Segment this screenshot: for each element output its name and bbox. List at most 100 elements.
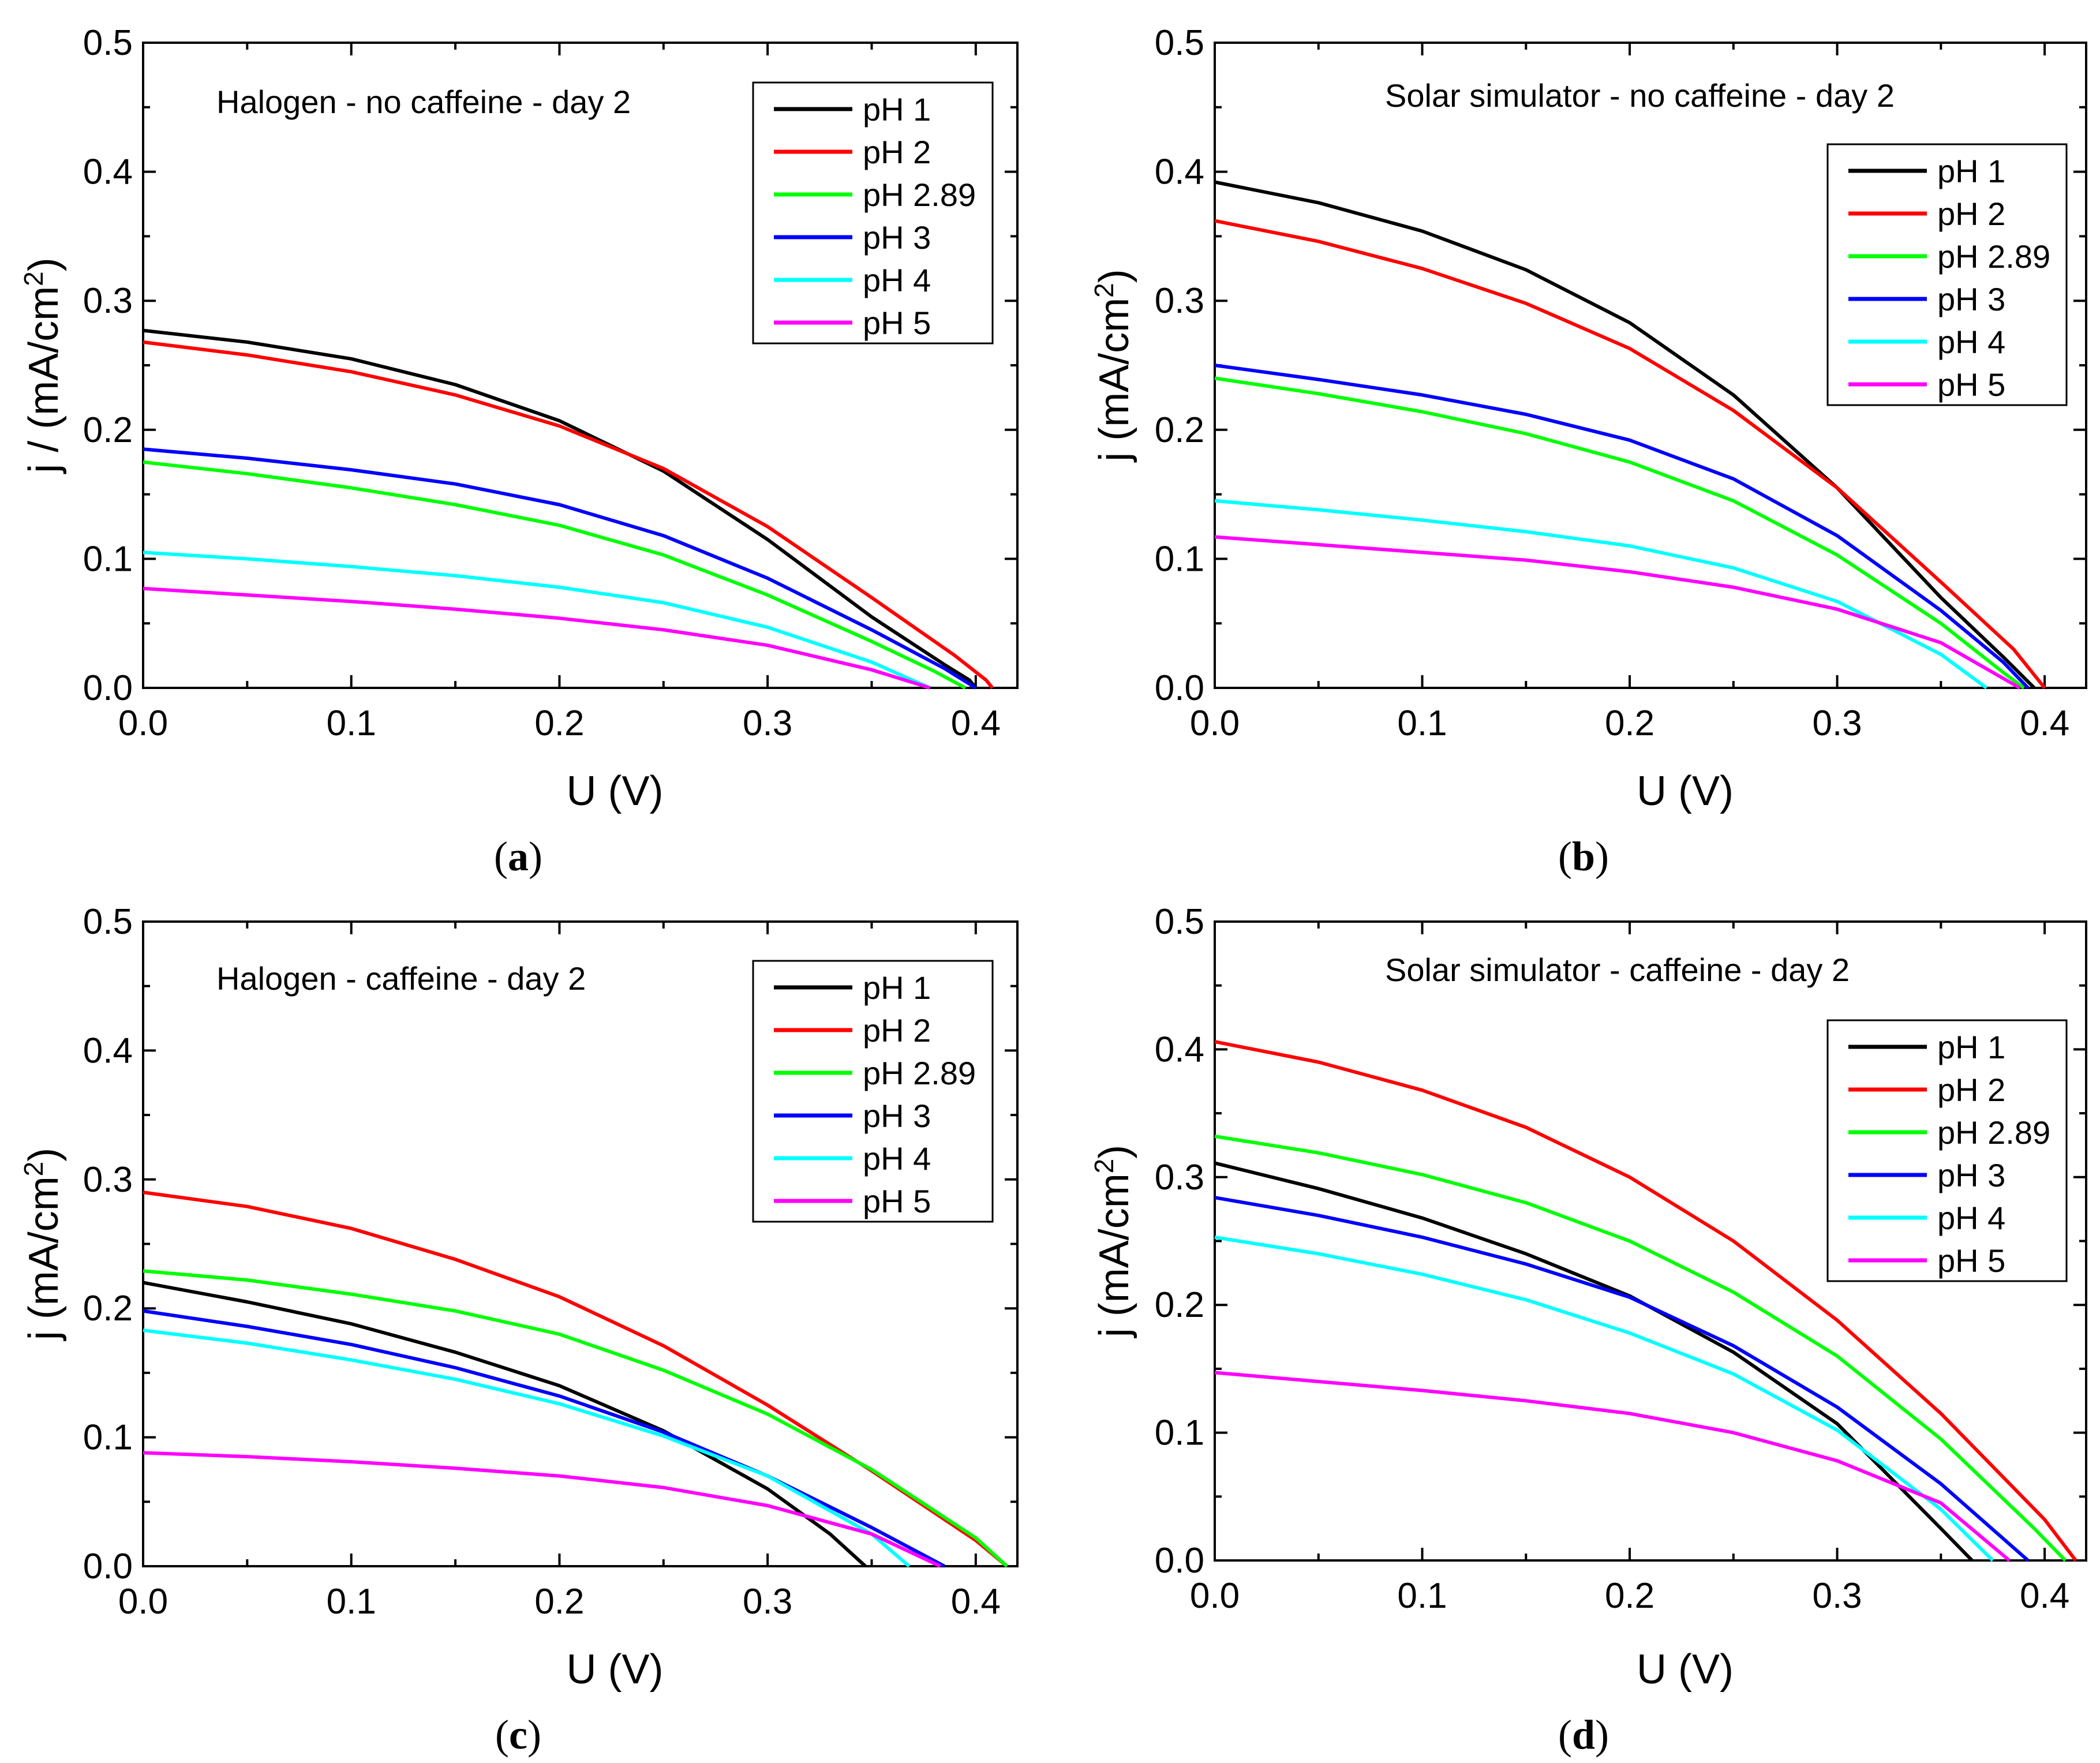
plot-title: Solar simulator - no caffeine - day 2 <box>1385 77 1895 114</box>
y-axis-title: j (mA/cm2) <box>18 1148 67 1342</box>
legend-label: pH 3 <box>1937 281 2005 317</box>
series-line-pH-2 <box>143 1191 1008 1568</box>
legend-box <box>1826 143 2068 406</box>
legend-label: pH 1 <box>1937 153 2005 189</box>
legend: pH 1 pH 2 pH 2.89 pH 3 pH 4 pH 5 <box>1826 1019 2068 1282</box>
y-axis-title: j (mA/cm2) <box>1089 269 1137 463</box>
y-tick-label: 0.1 <box>1155 539 1204 579</box>
legend: pH 1 pH 2 pH 2.89 pH 3 pH 4 pH 5 <box>752 81 994 345</box>
series-line-pH-5 <box>1214 535 2021 690</box>
x-axis-title: U (V) <box>1637 768 1734 814</box>
x-tick-label: 0.1 <box>327 1582 376 1622</box>
series-line-pH-3 <box>143 1309 946 1568</box>
x-tick-label: 0.1 <box>327 703 376 743</box>
plot-title: Solar simulator - caffeine - day 2 <box>1385 952 1850 988</box>
legend-label: pH 5 <box>1937 1242 2005 1279</box>
series-line-pH-2 <box>1214 1040 2077 1562</box>
panel-c: 0.0 0.1 0.2 0.3 0.4 0.0 0.1 0.2 0.3 0.4 0.5 U (V) j … <box>18 902 1019 1758</box>
panel-a: 0.0 0.1 0.2 0.3 0.4 0.0 0.1 0.2 0.3 0.4 0.5 U (V) j … <box>18 23 1019 879</box>
series-line-pH-3 <box>1214 364 2030 690</box>
series-line-pH-1 <box>143 1281 867 1568</box>
y-tick-label: 0.2 <box>83 1289 133 1328</box>
legend-label: pH 1 <box>863 91 931 128</box>
x-tick-label: 0.0 <box>118 1582 168 1622</box>
x-tick-label: 0.3 <box>743 1582 792 1622</box>
y-tick-label: 0.3 <box>83 281 133 321</box>
y-axis-title: j / (mA/cm2) <box>18 257 67 474</box>
legend-label: pH 2 <box>1937 1072 2005 1108</box>
legend-label: pH 3 <box>863 219 931 256</box>
series-line-pH-3 <box>1214 1196 2030 1562</box>
legend-box <box>752 960 994 1223</box>
legend-label: pH 2.89 <box>863 1055 976 1091</box>
legend-box <box>1826 1019 2068 1282</box>
series-line-pH-2_89 <box>1214 376 2025 690</box>
series-line-pH-5 <box>143 1451 941 1568</box>
series-line-pH-2 <box>1214 219 2046 689</box>
x-axis-title: U (V) <box>567 768 664 814</box>
y-tick-label: 0.4 <box>83 1031 133 1070</box>
x-tick-label: 0.3 <box>743 703 792 743</box>
x-tick-label: 0.3 <box>1812 703 1862 743</box>
legend-label: pH 2 <box>863 1012 931 1049</box>
x-tick-label: 0.4 <box>951 1582 1001 1622</box>
legend-label: pH 1 <box>1937 1029 2005 1065</box>
y-tick-label: 0.0 <box>1155 1541 1204 1581</box>
series-line-pH-2_89 <box>143 1269 1009 1568</box>
legend-label: pH 4 <box>1937 1200 2005 1236</box>
x-tick-label: 0.0 <box>1190 1576 1240 1616</box>
x-axis-title: U (V) <box>1637 1646 1734 1693</box>
y-tick-label: 0.5 <box>83 902 133 942</box>
y-tick-label: 0.4 <box>83 152 133 192</box>
series-line-pH-4 <box>143 551 931 690</box>
y-tick-label: 0.0 <box>83 1547 133 1586</box>
y-tick-label: 0.2 <box>83 410 133 450</box>
panel-label: (b) <box>1558 833 1609 879</box>
x-tick-label: 0.1 <box>1397 703 1447 743</box>
y-tick-label: 0.0 <box>83 668 133 708</box>
legend-label: pH 1 <box>863 970 931 1006</box>
plot-title: Halogen - caffeine - day 2 <box>216 960 586 997</box>
legend-label: pH 2 <box>863 134 931 170</box>
legend-label: pH 4 <box>1937 324 2005 360</box>
panel-d: 0.0 0.1 0.2 0.3 0.4 0.0 0.1 0.2 0.3 0.4 0.5 U (V) j … <box>1089 902 2087 1758</box>
legend-label: pH 4 <box>863 1140 931 1177</box>
x-tick-label: 0.2 <box>1605 703 1654 743</box>
panel-label: (d) <box>1558 1712 1609 1758</box>
x-axis-title: U (V) <box>567 1646 664 1693</box>
y-axis-title: j (mA/cm2) <box>1089 1145 1137 1339</box>
y-tick-label: 0.2 <box>1155 1285 1204 1325</box>
legend-label: pH 4 <box>863 262 931 298</box>
legend-label: pH 5 <box>1937 366 2005 403</box>
legend-label: pH 5 <box>863 305 931 341</box>
series-line-pH-5 <box>143 586 931 690</box>
series-line-pH-4 <box>1214 499 1988 690</box>
legend: pH 1 pH 2 pH 2.89 pH 3 pH 4 pH 5 <box>1826 143 2068 406</box>
y-tick-label: 0.5 <box>1155 902 1204 942</box>
plot-title: Halogen - no caffeine - day 2 <box>216 84 631 120</box>
legend-label: pH 2.89 <box>1937 238 2050 275</box>
legend-label: pH 2.89 <box>1937 1114 2050 1151</box>
series-line-pH-4 <box>143 1328 911 1568</box>
y-tick-label: 0.5 <box>1155 23 1204 63</box>
x-tick-label: 0.2 <box>534 1582 584 1622</box>
x-tick-label: 0.2 <box>534 703 584 743</box>
legend-label: pH 2 <box>1937 196 2005 232</box>
legend-label: pH 3 <box>863 1098 931 1134</box>
y-tick-label: 0.5 <box>83 23 133 63</box>
x-tick-label: 0.0 <box>118 703 168 743</box>
legend-box <box>752 81 994 345</box>
x-tick-label: 0.4 <box>2020 1576 2069 1616</box>
series-line-pH-1 <box>1214 180 2036 690</box>
y-tick-label: 0.3 <box>83 1160 133 1200</box>
panel-label: (c) <box>495 1712 541 1758</box>
y-tick-label: 0.4 <box>1155 152 1204 192</box>
x-tick-label: 0.0 <box>1190 703 1240 743</box>
y-tick-label: 0.1 <box>1155 1413 1204 1453</box>
legend-label: pH 5 <box>863 1183 931 1219</box>
series-line-pH-4 <box>1214 1235 1994 1562</box>
series-line-pH-3 <box>143 447 977 690</box>
x-tick-label: 0.4 <box>951 703 1001 743</box>
series-line-pH-5 <box>1214 1371 2011 1562</box>
